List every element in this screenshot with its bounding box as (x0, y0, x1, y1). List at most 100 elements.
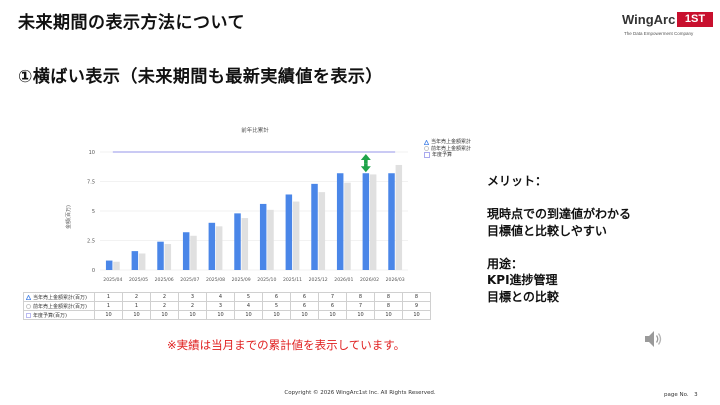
square-icon (26, 312, 31, 318)
chart-y-axis-label: 金額(百万) (65, 205, 72, 229)
table-cell: 9 (402, 301, 431, 311)
bar-previous-year (318, 192, 326, 270)
bar-previous-year (164, 244, 172, 270)
slide-title: 未来期間の表示方法について (18, 13, 245, 33)
x-tick-label: 2025/11 (283, 277, 302, 283)
table-cell: 10 (122, 310, 151, 320)
table-cell: 3 (206, 301, 235, 311)
table-cell: 5 (262, 301, 291, 311)
footnote-note: ※実績は当月までの累計値を表示しています。 (167, 338, 406, 352)
bar-previous-year (395, 164, 403, 270)
circle-icon (26, 303, 31, 309)
table-cell: 1 (122, 301, 151, 311)
table-cell: 10 (94, 310, 123, 320)
bar-current-year (311, 183, 318, 270)
y-tick-label: 7.5 (87, 179, 95, 185)
x-tick-label: 2025/07 (180, 277, 199, 283)
bar-previous-year (241, 218, 249, 270)
x-tick-label: 2026/02 (360, 277, 379, 283)
table-row: 年度予算(百万) 10 10 10 10 10 10 10 10 10 10 10 10 (23, 310, 431, 320)
table-cell: 2 (150, 292, 179, 302)
table-cell: 3 (178, 292, 207, 302)
square-icon (424, 152, 430, 159)
triangle-icon (424, 139, 429, 145)
row-label: 当年売上金額累計(百万) (33, 294, 87, 301)
bar-previous-year (215, 226, 223, 270)
bar-previous-year (113, 261, 120, 270)
y-tick-label: 10 (89, 150, 95, 156)
table-cell: 2 (150, 301, 179, 311)
company-logo: WingArc 1ST The Data Empowerment Company (622, 12, 714, 42)
footer-copyright: Copyright © 2026 WingArc1st Inc. All Rig… (284, 390, 436, 396)
legend-item-current[interactable]: 当年売上金額累計 (424, 139, 471, 146)
table-cell: 10 (290, 310, 319, 320)
x-tick-label: 2025/10 (257, 277, 276, 283)
table-cell: 2 (122, 292, 151, 302)
chart-legend: 当年売上金額累計 前年売上金額累計 年度予算 (424, 139, 471, 159)
bar-current-year (182, 232, 190, 270)
table-cell: 10 (178, 310, 207, 320)
use-item: KPI進捗管理 (487, 273, 558, 287)
spacer (487, 239, 631, 256)
triangle-icon (25, 293, 32, 300)
table-cell: 2 (178, 301, 207, 311)
table-cell: 5 (234, 292, 263, 302)
circle-icon (424, 146, 429, 152)
table-cell: 6 (318, 301, 347, 311)
table-row: 前年売上金額累計(百万) 1 1 2 2 3 4 5 6 6 7 8 9 (23, 301, 431, 311)
bar-current-year (362, 173, 370, 270)
table-row-header: 年度予算(百万) (23, 310, 95, 320)
logo-tagline: The Data Empowerment Company (624, 31, 694, 36)
table-cell: 10 (346, 310, 375, 320)
y-tick-label: 0 (92, 268, 95, 274)
bar-current-year (336, 173, 344, 270)
legend-label: 前年売上金額累計 (431, 145, 472, 152)
x-tick-label: 2025/12 (309, 277, 328, 283)
legend-item-budget[interactable]: 年度予算 (424, 152, 471, 159)
merit-item: 現時点での到達値がわかる (487, 207, 632, 221)
use-item: 目標との比較 (487, 289, 559, 304)
table-cell: 10 (206, 310, 235, 320)
table-cell: 1 (94, 301, 123, 311)
table-cell: 7 (318, 292, 347, 302)
cumulative-bar-chart: 前年比累計 金額(百万) 0 2.5 5 7.5 10 2025/04 2025/05 202… (65, 126, 408, 283)
table-row-header: 前年売上金額累計(百万) (23, 301, 95, 311)
bar-previous-year (344, 182, 351, 270)
table-cell: 10 (262, 310, 291, 320)
bar-previous-year (369, 174, 377, 270)
bar-current-year (131, 251, 139, 270)
double-arrow-icon (360, 154, 371, 173)
speaker-icon[interactable] (640, 326, 666, 352)
bar-current-year (105, 260, 113, 270)
y-tick-label: 2.5 (87, 238, 95, 244)
table-cell: 6 (290, 292, 319, 302)
table-cell: 10 (318, 310, 347, 320)
table-cell: 8 (402, 292, 431, 302)
x-tick-label: 2025/08 (206, 277, 225, 283)
table-cell: 10 (374, 310, 403, 320)
merit-item: 目標値と比較しやすい (487, 223, 607, 238)
x-tick-label: 2025/05 (129, 277, 148, 283)
chart-gridlines (100, 151, 408, 271)
merits-panel: メリット： 現時点での到達値がわかる 目標値と比較しやすい 用途： KPI進捗管… (487, 173, 631, 305)
arrow-down (360, 163, 371, 173)
row-label: 前年売上金額累計(百万) (33, 303, 87, 310)
bar-current-year (157, 241, 164, 270)
bar-previous-year (267, 209, 274, 270)
x-tick-label: 2025/09 (232, 277, 251, 283)
table-cell: 1 (94, 292, 123, 302)
y-tick-label: 5 (92, 209, 95, 215)
table-cell: 6 (262, 292, 291, 302)
legend-label: 当年売上金額累計 (431, 139, 472, 145)
bar-previous-year (190, 235, 197, 270)
x-tick-label: 2026/03 (386, 277, 405, 283)
uses-heading: 用途： (487, 256, 524, 271)
bar-current-year (208, 222, 216, 270)
table-cell: 6 (290, 301, 319, 311)
table-row-header: 当年売上金額累計(百万) (23, 292, 95, 302)
table-cell: 7 (346, 301, 375, 311)
chart-bars (105, 164, 403, 270)
legend-item-previous[interactable]: 前年売上金額累計 (424, 146, 471, 153)
table-cell: 8 (346, 292, 375, 302)
row-label: 年度予算(百万) (33, 312, 67, 319)
